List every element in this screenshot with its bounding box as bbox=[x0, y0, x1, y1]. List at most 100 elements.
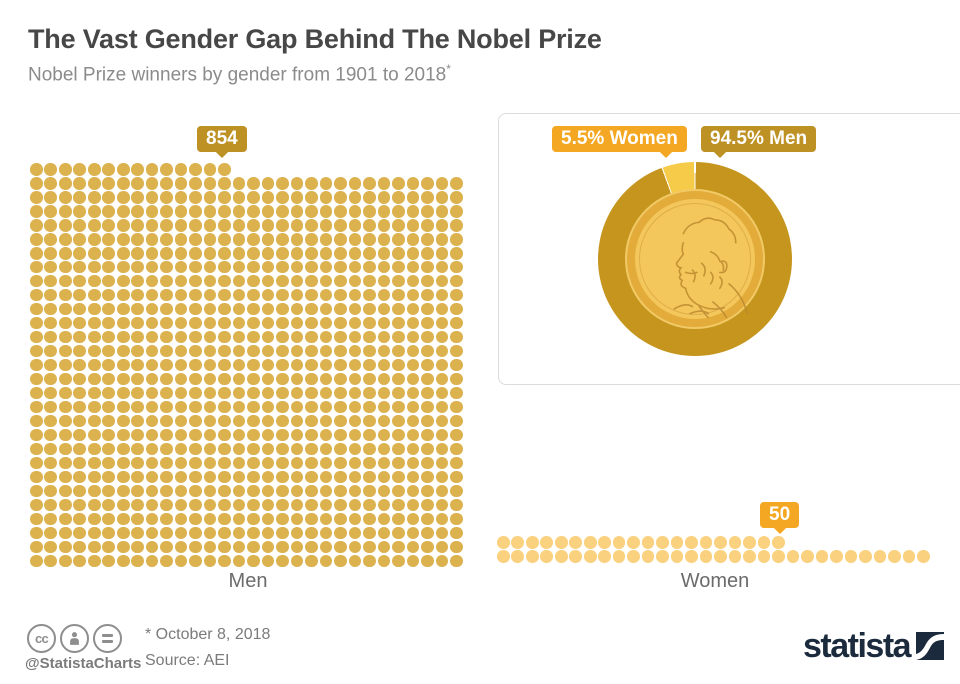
men-dot bbox=[102, 176, 116, 190]
men-dot bbox=[30, 470, 43, 484]
cc-nd-icon bbox=[93, 624, 122, 653]
dot-row bbox=[30, 316, 470, 330]
men-dot bbox=[174, 442, 188, 456]
women-dot bbox=[641, 536, 655, 549]
men-dot bbox=[30, 484, 43, 498]
men-dot bbox=[218, 260, 231, 274]
men-dot bbox=[87, 358, 101, 372]
men-dot bbox=[421, 386, 434, 400]
men-dot bbox=[160, 218, 173, 232]
source-note: Source: AEI bbox=[145, 652, 230, 669]
men-dot bbox=[160, 512, 173, 526]
men-dot-matrix bbox=[30, 163, 470, 569]
men-dot bbox=[435, 288, 449, 302]
men-dot bbox=[232, 358, 246, 372]
men-dot bbox=[435, 358, 449, 372]
dot-row bbox=[30, 330, 470, 344]
men-dot bbox=[247, 218, 260, 232]
cc-attribution-icon bbox=[60, 624, 89, 653]
men-dot bbox=[261, 274, 275, 288]
men-dot bbox=[290, 526, 304, 540]
men-dot bbox=[73, 344, 87, 358]
men-dot bbox=[435, 260, 449, 274]
men-dot bbox=[116, 512, 130, 526]
cc-license-icon: cc bbox=[27, 624, 56, 653]
men-dot bbox=[290, 302, 304, 316]
women-dot bbox=[786, 549, 800, 563]
men-dot bbox=[58, 302, 72, 316]
dot-row bbox=[30, 288, 470, 302]
men-dot bbox=[87, 316, 101, 330]
men-dot bbox=[87, 330, 101, 344]
men-dot bbox=[247, 246, 260, 260]
men-dot bbox=[30, 414, 43, 428]
men-dot bbox=[319, 358, 333, 372]
men-dot bbox=[30, 176, 43, 190]
men-dot bbox=[363, 246, 376, 260]
men-dot bbox=[450, 302, 463, 316]
men-dot bbox=[334, 344, 347, 358]
men-dot bbox=[450, 456, 463, 470]
men-dot bbox=[160, 302, 173, 316]
men-dot bbox=[189, 302, 202, 316]
men-dot bbox=[30, 526, 43, 540]
men-dot bbox=[189, 512, 202, 526]
men-dot bbox=[58, 163, 72, 176]
men-dot bbox=[305, 470, 318, 484]
men-dot bbox=[218, 484, 231, 498]
men-dot bbox=[145, 400, 159, 414]
men-dot bbox=[276, 512, 289, 526]
men-dot bbox=[174, 484, 188, 498]
men-dot bbox=[58, 232, 72, 246]
men-dot bbox=[87, 498, 101, 512]
men-dot bbox=[247, 442, 260, 456]
men-dot bbox=[174, 316, 188, 330]
men-dot bbox=[377, 218, 391, 232]
men-dot bbox=[131, 428, 144, 442]
men-dot bbox=[392, 414, 405, 428]
men-dot bbox=[421, 428, 434, 442]
men-dot bbox=[87, 163, 101, 176]
men-dot bbox=[421, 512, 434, 526]
men-dot bbox=[305, 204, 318, 218]
women-dot bbox=[844, 549, 858, 563]
men-dot bbox=[319, 176, 333, 190]
men-dot bbox=[334, 302, 347, 316]
men-dot bbox=[145, 372, 159, 386]
men-count-badge: 854 bbox=[197, 126, 247, 159]
men-dot bbox=[276, 540, 289, 554]
dot-row bbox=[30, 344, 470, 358]
men-dot bbox=[363, 190, 376, 204]
men-dot bbox=[44, 428, 58, 442]
men-dot bbox=[44, 288, 58, 302]
men-dot bbox=[73, 190, 87, 204]
men-dot bbox=[160, 456, 173, 470]
men-dot bbox=[305, 484, 318, 498]
men-dot bbox=[290, 484, 304, 498]
men-dot bbox=[58, 526, 72, 540]
men-dot bbox=[247, 484, 260, 498]
men-dot bbox=[232, 372, 246, 386]
men-dot bbox=[261, 344, 275, 358]
men-dot bbox=[247, 386, 260, 400]
men-dot bbox=[435, 302, 449, 316]
men-dot bbox=[348, 386, 362, 400]
men-dot bbox=[102, 428, 116, 442]
men-dot bbox=[73, 428, 87, 442]
men-dot bbox=[174, 288, 188, 302]
men-dot bbox=[73, 470, 87, 484]
men-dot bbox=[160, 330, 173, 344]
men-dot bbox=[44, 372, 58, 386]
men-dot bbox=[406, 288, 420, 302]
men-dot bbox=[305, 540, 318, 554]
men-dot bbox=[58, 386, 72, 400]
men-dot bbox=[174, 358, 188, 372]
men-dot bbox=[290, 400, 304, 414]
men-dot bbox=[116, 218, 130, 232]
men-dot bbox=[116, 540, 130, 554]
men-dot bbox=[73, 498, 87, 512]
men-dot bbox=[261, 176, 275, 190]
men-dot bbox=[261, 302, 275, 316]
men-dot bbox=[305, 358, 318, 372]
men-dot bbox=[232, 400, 246, 414]
